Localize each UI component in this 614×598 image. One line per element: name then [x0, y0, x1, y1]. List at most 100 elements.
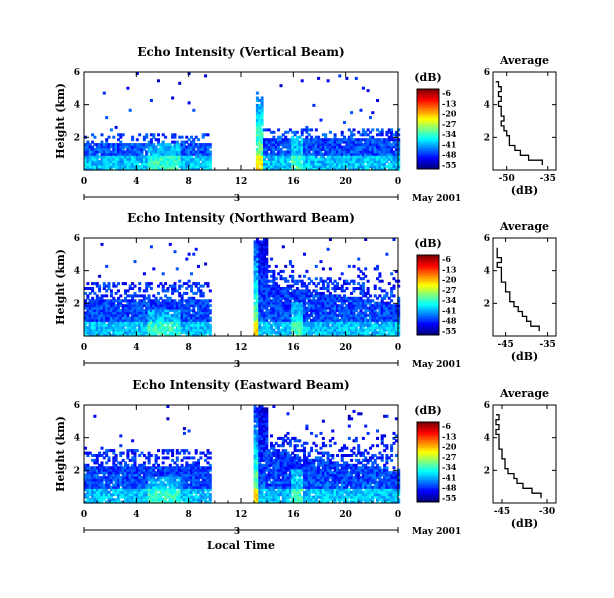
heatmap-cell — [133, 451, 137, 455]
heatmap-cell — [385, 294, 389, 298]
heatmap-cell — [95, 456, 99, 460]
heatmap-cell — [260, 145, 264, 149]
heatmap-cell — [152, 321, 156, 325]
heatmap-cell — [114, 463, 118, 467]
heatmap-cell — [319, 306, 323, 310]
heatmap-cell — [364, 130, 368, 134]
heatmap-cell — [159, 162, 163, 166]
heatmap-cell — [187, 318, 191, 322]
heatmap-cell — [114, 304, 118, 308]
heatmap-cell — [397, 150, 401, 154]
heatmap-cell — [263, 238, 266, 241]
heatmap-cell — [182, 165, 186, 169]
heatmap-cell — [199, 162, 203, 166]
heatmap-cell — [295, 152, 299, 156]
heatmap-cell — [291, 289, 295, 293]
heatmap-cell — [376, 301, 379, 305]
heatmap-cell — [178, 318, 182, 322]
heatmap-cell — [364, 167, 368, 171]
heatmap-cell — [354, 299, 358, 303]
heatmap-cell — [117, 306, 120, 310]
heatmap-cell — [279, 155, 283, 159]
heatmap-cell — [314, 309, 318, 313]
heatmap-cell — [84, 483, 87, 487]
heatmap-cell — [390, 157, 394, 161]
heatmap-cell — [140, 147, 144, 151]
heatmap-cell — [397, 155, 401, 159]
heatmap-cell — [147, 143, 151, 147]
heatmap-cell — [190, 150, 193, 154]
heatmap-cell — [93, 323, 97, 327]
heatmap-cell — [166, 296, 170, 300]
heatmap-cell — [173, 488, 177, 492]
heatmap-cell — [371, 313, 375, 317]
heatmap-cell — [258, 150, 262, 154]
heatmap-cell — [305, 284, 309, 288]
heatmap-cell — [336, 328, 339, 332]
heatmap-cell — [319, 321, 323, 325]
colorbar-step — [417, 273, 439, 276]
heatmap-cell — [114, 493, 118, 497]
heatmap-cell — [192, 456, 196, 460]
heatmap-cell — [359, 321, 363, 325]
heatmap-cell — [185, 157, 189, 161]
heatmap-cell — [182, 485, 186, 489]
heatmap-cell — [319, 155, 323, 159]
heatmap-cell — [284, 279, 288, 283]
heatmap-cell — [190, 301, 193, 305]
heatmap-cell — [253, 284, 257, 288]
heatmap-cell — [272, 309, 276, 313]
heatmap-cell — [338, 326, 342, 330]
heatmap-cell — [157, 313, 160, 317]
heatmap-cell — [284, 323, 288, 327]
heatmap-cell — [314, 333, 318, 337]
heatmap-cell — [161, 143, 165, 147]
heatmap-cell — [385, 301, 389, 305]
heatmap-cell — [392, 167, 396, 171]
heatmap-cell — [270, 269, 273, 273]
heatmap-cell — [284, 277, 288, 281]
heatmap-cell — [333, 311, 337, 315]
heatmap-cell — [263, 264, 266, 268]
heatmap-cell — [105, 478, 109, 482]
heatmap-cell — [98, 490, 102, 494]
heatmap-cell — [93, 478, 97, 482]
heatmap-cell — [126, 299, 130, 303]
heatmap-cell — [175, 333, 179, 337]
heatmap-cell — [201, 304, 205, 308]
heatmap-cell — [284, 152, 288, 156]
heatmap-cell — [201, 331, 205, 335]
heatmap-cell — [319, 140, 323, 144]
heatmap-cell — [145, 150, 149, 154]
heatmap-cell — [119, 451, 123, 455]
heatmap-cell — [93, 328, 97, 332]
heatmap-cell — [114, 299, 118, 303]
heatmap-cell — [107, 162, 111, 166]
heatmap-cell — [263, 284, 266, 288]
heatmap-cell — [168, 478, 172, 482]
heatmap-cell — [284, 138, 288, 142]
heatmap-cell — [305, 291, 309, 295]
heatmap-cell — [380, 138, 384, 142]
heatmap-cell — [326, 150, 330, 154]
heatmap-cell — [100, 140, 104, 144]
heatmap-cell — [260, 165, 264, 169]
heatmap-cell — [178, 321, 182, 325]
heatmap-cell — [263, 321, 266, 325]
heatmap-cell — [307, 143, 311, 147]
heatmap-cell — [350, 130, 354, 134]
heatmap-cell — [397, 328, 401, 332]
heatmap-cell — [180, 498, 184, 502]
heatmap-cell — [369, 140, 372, 144]
heatmap-cell — [295, 311, 299, 315]
heatmap-cell — [295, 313, 299, 317]
heatmap-cell — [279, 299, 283, 303]
heatmap-cell — [173, 495, 177, 499]
heatmap-cell — [124, 160, 127, 164]
heatmap-cell — [152, 162, 156, 166]
heatmap-cell — [109, 468, 113, 472]
heatmap-cell — [371, 152, 375, 156]
heatmap-cell — [105, 165, 109, 169]
heatmap-cell — [354, 157, 358, 161]
heatmap-cell — [338, 74, 342, 78]
